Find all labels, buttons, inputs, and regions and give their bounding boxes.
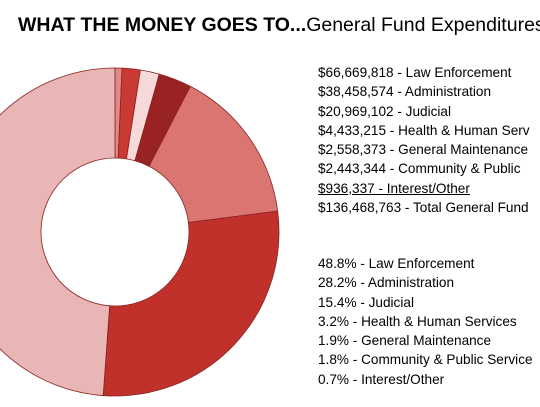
percent-item-health-human-services: 3.2% - Health & Human Services bbox=[318, 313, 517, 329]
percent-item-community-public: 1.8% - Community & Public Service bbox=[318, 352, 533, 368]
amount-list: $66,669,818 - Law Enforcement $38,458,57… bbox=[318, 63, 530, 217]
percent-item-law-enforcement: 48.8% - Law Enforcement bbox=[318, 256, 475, 271]
title-bold-part: WHAT THE MONEY GOES TO... bbox=[18, 14, 307, 36]
slice-administration bbox=[102, 210, 280, 397]
chart-title: WHAT THE MONEY GOES TO...General Fund Ex… bbox=[18, 14, 540, 37]
amount-item-law-enforcement: $66,669,818 - Law Enforcement bbox=[318, 65, 512, 80]
slice-law-enforcement bbox=[0, 67, 116, 397]
amount-item-general-maintenance: $2,558,373 - General Maintenance bbox=[318, 142, 529, 158]
amount-item-administration: $38,458,574 - Administration bbox=[318, 84, 492, 100]
percent-item-administration: 28.2% - Administration bbox=[318, 275, 455, 291]
amount-item-health-human-services: $4,433,215 - Health & Human Serv bbox=[318, 122, 530, 138]
percent-list: 48.8% - Law Enforcement 28.2% - Administ… bbox=[318, 254, 533, 389]
percent-item-judicial: 15.4% - Judicial bbox=[318, 294, 414, 310]
title-normal-part: General Fund Expenditures bbox=[306, 14, 540, 36]
percent-item-general-maintenance: 1.9% - General Maintenance bbox=[318, 333, 492, 349]
amount-item-community-public: $2,443,344 - Community & Public bbox=[318, 161, 521, 177]
percent-item-interest-other: 0.7% - Interest/Other bbox=[318, 371, 445, 387]
amount-item-judicial: $20,969,102 - Judicial bbox=[318, 103, 452, 119]
slice-judicial bbox=[148, 85, 279, 224]
amount-item-total: $136,468,763 - Total General Fund bbox=[318, 200, 529, 216]
amount-item-interest-other: $936,337 - Interest/Other bbox=[318, 180, 470, 196]
